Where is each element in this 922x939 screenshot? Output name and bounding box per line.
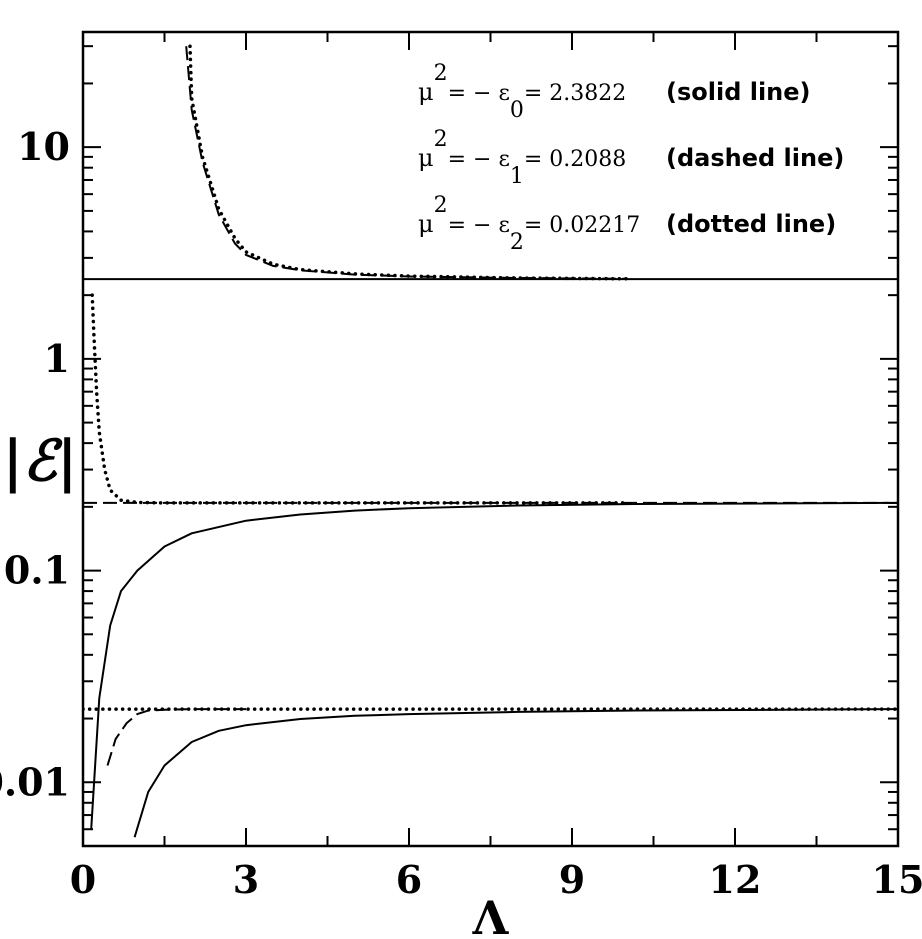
legend-equation-part: 2 xyxy=(434,61,448,86)
series-layer xyxy=(83,44,898,838)
x-tick-label: 9 xyxy=(559,857,585,902)
plot-frame xyxy=(81,30,900,848)
legend-equation-part: = 0.2088 xyxy=(524,147,626,172)
series-line-dotted-6 xyxy=(90,293,629,505)
series-line-solid-5 xyxy=(90,501,898,830)
legend-equation-part: = 0.02217 xyxy=(524,213,640,238)
legend-equation-part: 2 xyxy=(434,193,448,218)
legend-label-dashed: (dashed line) xyxy=(666,144,844,172)
legend-equation-part: 2 xyxy=(434,127,448,152)
legend-equation-part: 2 xyxy=(510,230,524,255)
legend-equation-part: = − ε xyxy=(448,213,510,238)
y-tick-label: 10 xyxy=(17,124,70,169)
legend-equation-dashed: μ2= − ε1= 0.2088 xyxy=(418,127,626,189)
x-axis-label: Λ xyxy=(472,891,510,939)
legend-label-dotted: (dotted line) xyxy=(666,210,836,238)
legend-equation-part: = 2.3822 xyxy=(524,81,626,106)
legend-equation-part: 0 xyxy=(510,98,524,123)
series-line-solid-8 xyxy=(133,708,898,838)
y-axis-label: |ℰ| xyxy=(3,428,78,494)
legend-equation-part: μ xyxy=(418,78,434,106)
x-tick-label: 3 xyxy=(233,857,259,902)
x-tick-label: 0 xyxy=(70,857,96,902)
legend-equation-part: = − ε xyxy=(448,81,510,106)
legend: μ2= − ε0= 2.3822 (solid line)μ2= − ε1= 0.… xyxy=(418,61,844,255)
legend-equation-solid: μ2= − ε0= 2.3822 xyxy=(418,61,626,123)
x-tick-label: 6 xyxy=(396,857,422,902)
x-tick-label: 15 xyxy=(872,857,922,902)
legend-equation-part: = − ε xyxy=(448,147,510,172)
legend-equation-dotted: μ2= − ε2= 0.02217 xyxy=(418,193,640,255)
legend-label-solid: (solid line) xyxy=(666,78,811,106)
y-tick-label: 0.1 xyxy=(4,548,70,593)
legend-equation-part: μ xyxy=(418,144,434,172)
series-line-dotted-4 xyxy=(188,44,629,281)
y-tick-label: 0.01 xyxy=(0,759,70,804)
legend-equation-part: μ xyxy=(418,210,434,238)
series-line-dashed-7 xyxy=(106,708,246,766)
legend-equation-part: 1 xyxy=(510,164,524,189)
y-tick-label: 1 xyxy=(44,336,70,381)
x-tick-label: 12 xyxy=(709,857,762,902)
